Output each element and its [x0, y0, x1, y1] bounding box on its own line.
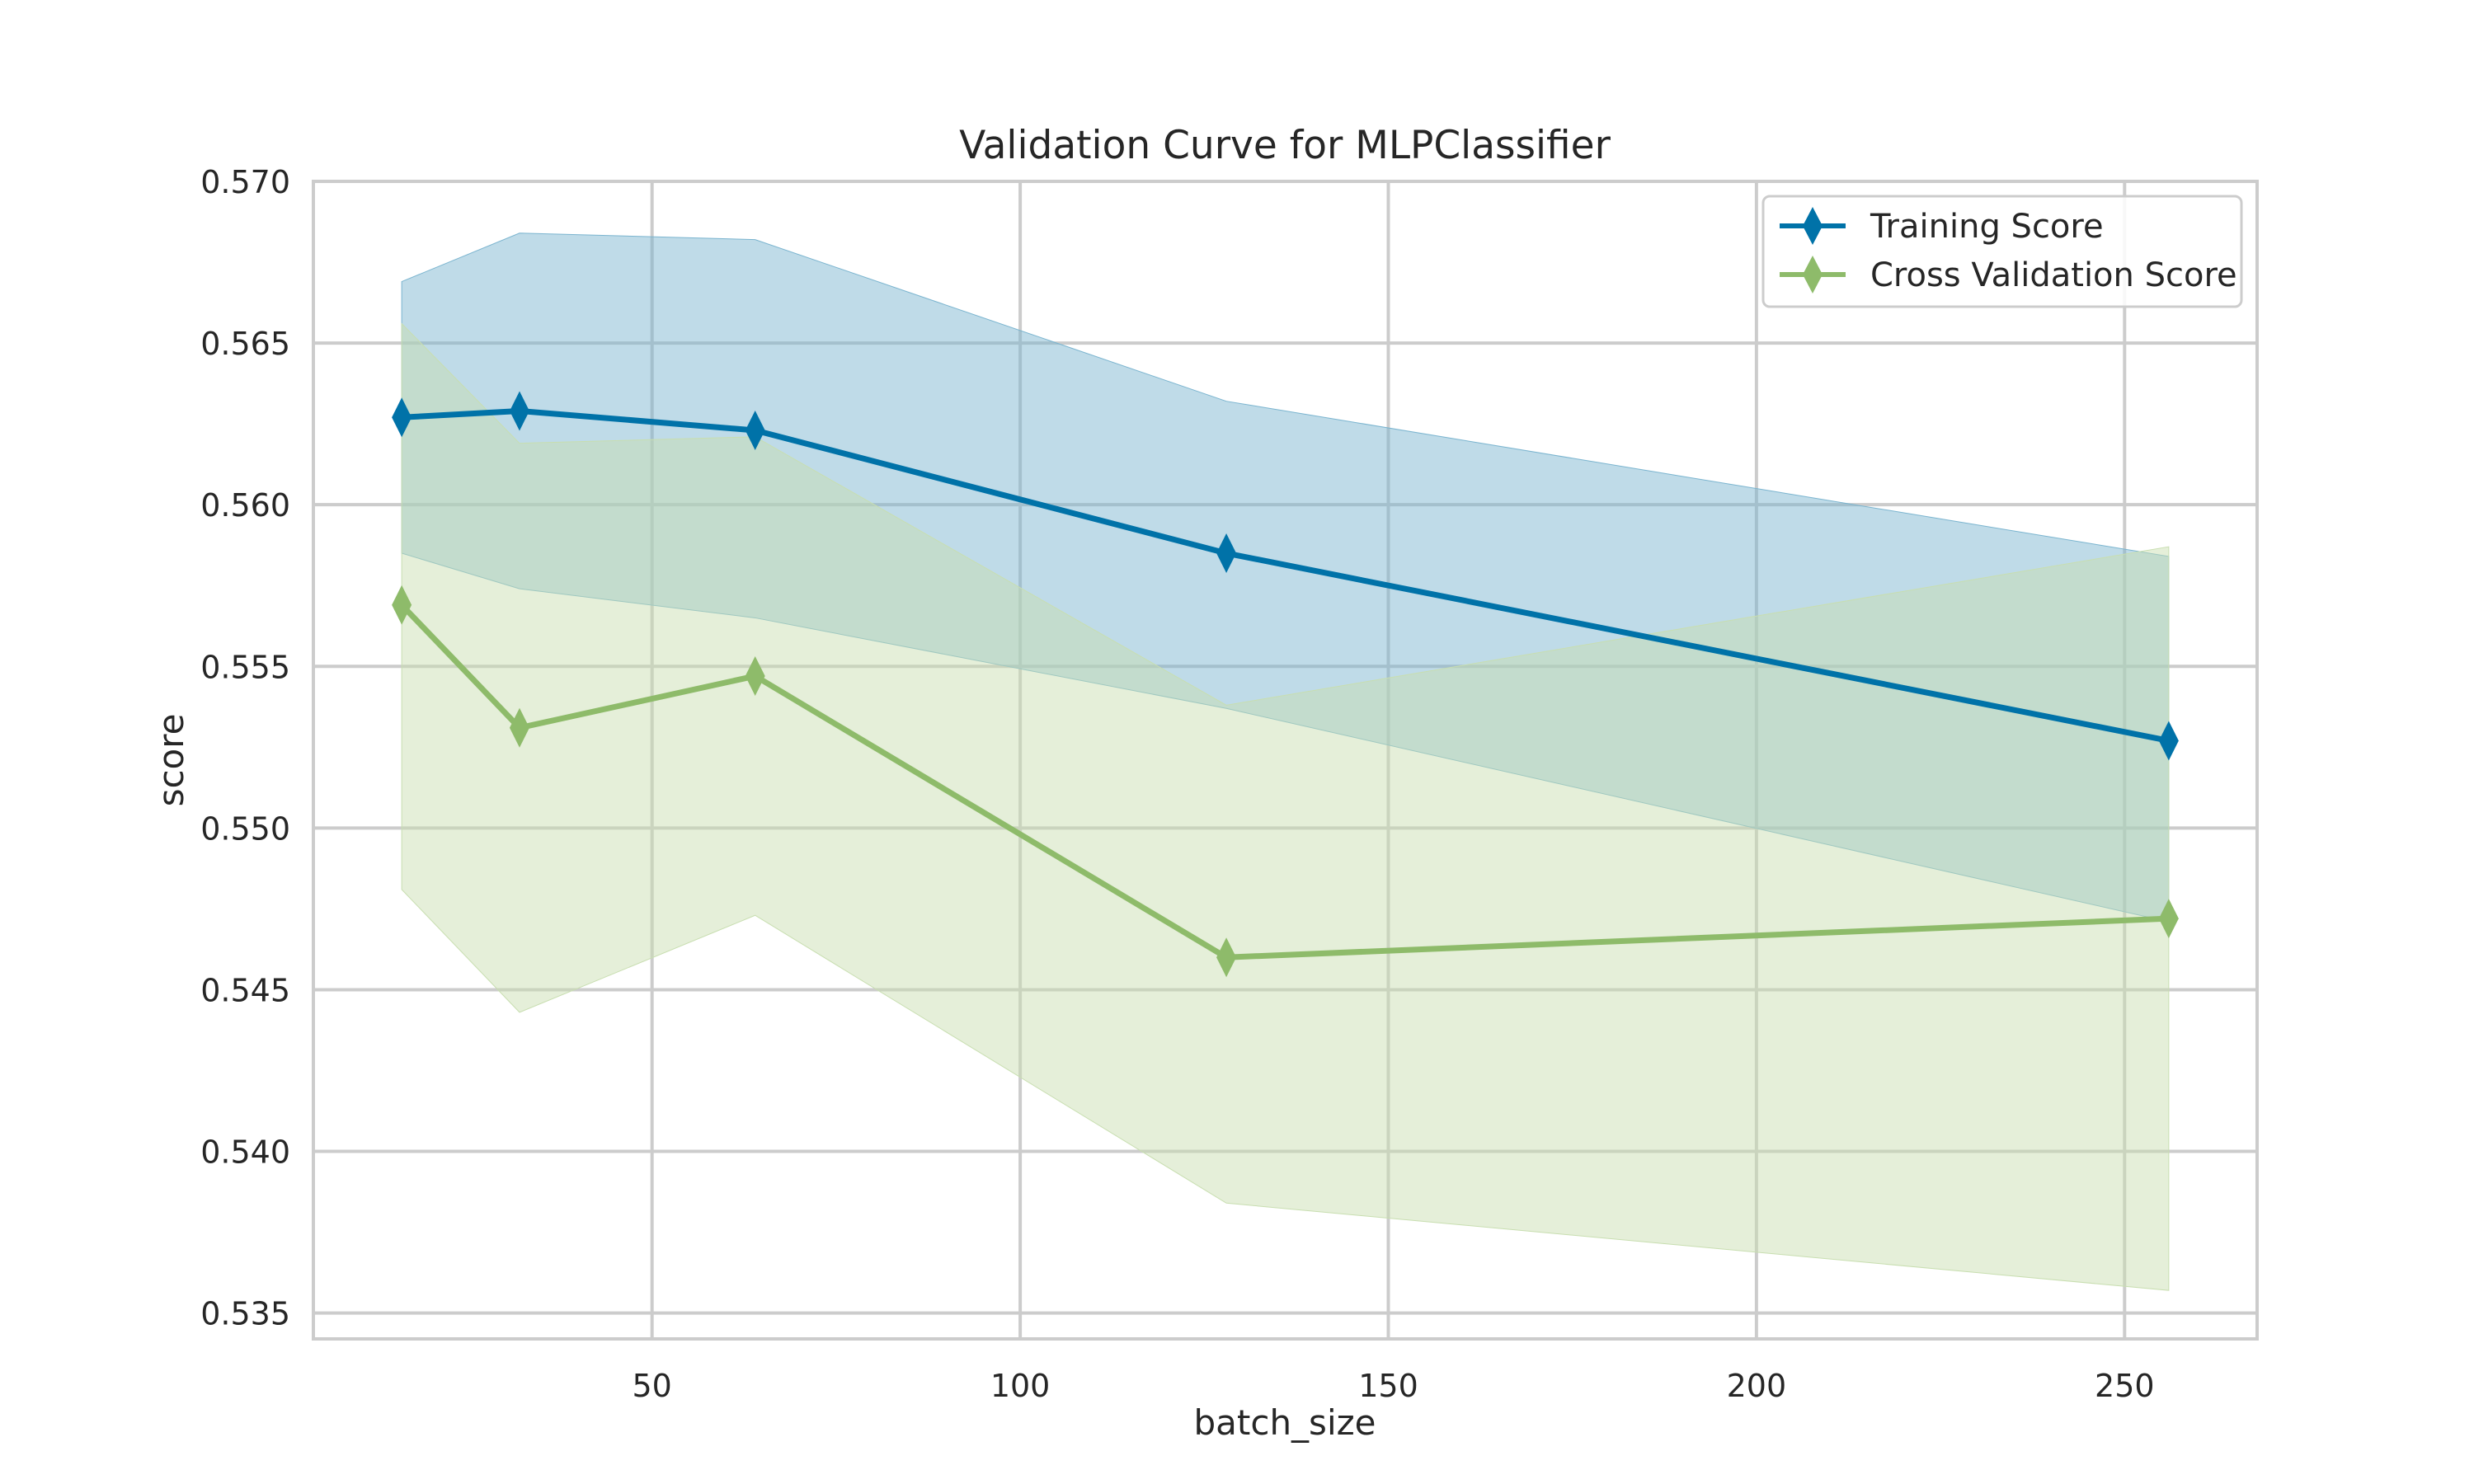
y-tick-labels: 0.535 0.540 0.545 0.550 0.555 0.560 0.565 0.570	[200, 164, 290, 1332]
cross-validation-score-marker	[509, 707, 529, 748]
y-axis-label: score	[151, 714, 191, 807]
x-tick-label: 50	[633, 1368, 672, 1404]
y-tick-label: 0.545	[200, 972, 290, 1008]
y-tick-label: 0.540	[200, 1134, 290, 1171]
training-score-marker	[745, 410, 765, 450]
cross-validation-score-marker	[392, 585, 412, 625]
training-score-marker	[392, 397, 412, 438]
x-tick-label: 150	[1358, 1368, 1418, 1404]
legend-label-training: Training Score	[1870, 208, 2104, 246]
chart-title: Validation Curve for MLPClassifier	[959, 123, 1611, 168]
y-tick-label: 0.535	[200, 1296, 290, 1332]
series-markers	[392, 391, 2179, 978]
x-tick-label: 250	[2095, 1368, 2155, 1404]
legend-box	[1761, 195, 2243, 308]
y-tick-label: 0.550	[200, 810, 290, 847]
training-score-marker	[509, 391, 529, 431]
plot-area	[313, 181, 2257, 1339]
cross-validation-score-marker	[2158, 899, 2179, 939]
legend-marker-cross-validation	[1803, 256, 1823, 294]
x-tick-label: 200	[1727, 1368, 1787, 1404]
x-axis-label: batch_size	[1193, 1402, 1376, 1443]
y-tick-label: 0.555	[200, 649, 290, 685]
x-tick-label: 100	[990, 1368, 1051, 1404]
y-tick-label: 0.565	[200, 326, 290, 362]
legend: Training Score Cross Validation Score	[1761, 195, 2243, 308]
legend-label-cross-validation: Cross Validation Score	[1870, 256, 2237, 294]
y-tick-label: 0.570	[200, 164, 290, 200]
training-score-marker	[2158, 721, 2179, 761]
cross-validation-score-band	[401, 322, 2170, 1291]
x-tick-labels: 50 100 150 200 250	[633, 1368, 2155, 1404]
training-score-marker	[1216, 533, 1237, 574]
legend-marker-training	[1803, 207, 1823, 245]
plot-frame	[312, 180, 2259, 1341]
y-tick-label: 0.560	[200, 487, 290, 524]
cross-validation-score-marker	[745, 656, 765, 697]
cross-validation-score-marker	[1216, 937, 1237, 978]
